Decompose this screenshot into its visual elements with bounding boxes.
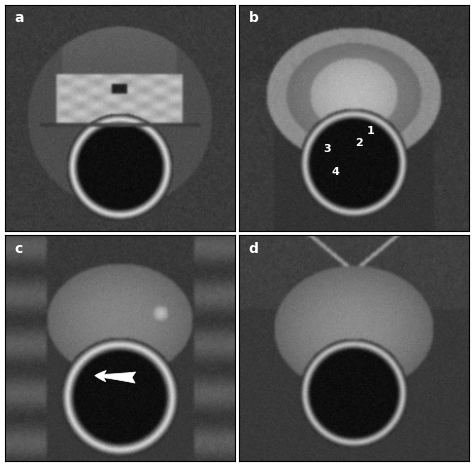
Text: b: b <box>248 12 258 26</box>
Text: 1: 1 <box>366 126 374 136</box>
Text: c: c <box>14 242 22 256</box>
Text: a: a <box>14 12 23 26</box>
Text: 2: 2 <box>355 137 363 148</box>
Text: d: d <box>248 242 258 256</box>
Text: 3: 3 <box>323 144 330 154</box>
Text: 4: 4 <box>332 167 340 177</box>
